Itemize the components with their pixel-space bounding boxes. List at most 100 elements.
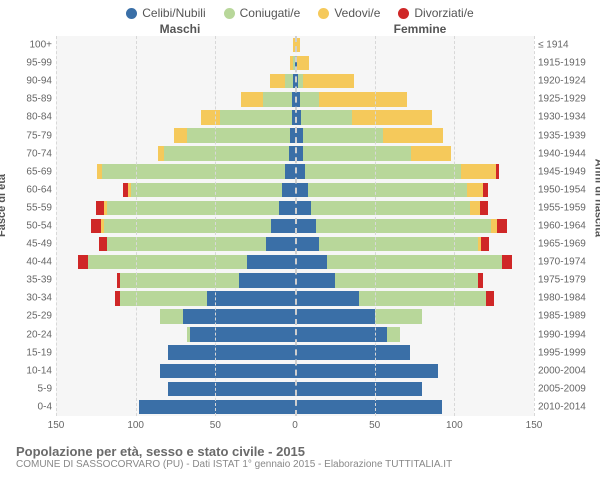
legend-dot <box>398 8 409 19</box>
bar-segment <box>96 201 104 215</box>
age-label: 65-69 <box>26 166 56 177</box>
birth-year-label: 1955-1959 <box>534 202 586 213</box>
age-label: 5-9 <box>38 383 56 394</box>
bar-segment <box>483 183 488 197</box>
bar-segment <box>183 309 295 323</box>
legend-label: Coniugati/e <box>240 6 301 20</box>
age-label: 30-34 <box>26 293 56 304</box>
male-bar <box>270 74 295 88</box>
x-tick-label: 100 <box>127 420 144 431</box>
birth-year-label: 1975-1979 <box>534 275 586 286</box>
bar-segment <box>295 219 316 233</box>
bar-segment <box>352 110 432 124</box>
male-bar <box>241 92 295 106</box>
bar-segment <box>168 382 295 396</box>
y-axis-right-label: Anni di nascita <box>592 159 600 237</box>
female-bar <box>295 309 422 323</box>
bar-segment <box>478 273 483 287</box>
bar-segment <box>164 146 288 160</box>
male-bar <box>174 128 295 142</box>
bar-segment <box>295 382 422 396</box>
female-bar <box>295 146 451 160</box>
female-bar <box>295 237 489 251</box>
legend-dot <box>318 8 329 19</box>
bar-segment <box>301 110 352 124</box>
birth-year-label: 1965-1969 <box>534 239 586 250</box>
bar-segment <box>107 237 266 251</box>
bar-segment <box>295 255 327 269</box>
bar-segment <box>139 400 295 414</box>
bar-segment <box>160 364 295 378</box>
legend-item: Celibi/Nubili <box>126 6 205 20</box>
age-label: 90-94 <box>26 76 56 87</box>
bar-segment <box>467 183 483 197</box>
bar-segment <box>207 291 295 305</box>
bar-segment <box>107 201 279 215</box>
bar-segment <box>99 237 107 251</box>
bar-segment <box>102 164 285 178</box>
age-label: 70-74 <box>26 148 56 159</box>
female-bar <box>295 201 488 215</box>
birth-year-label: 1920-1924 <box>534 76 586 87</box>
male-bar <box>96 201 295 215</box>
gridline <box>375 36 376 416</box>
male-bar <box>78 255 295 269</box>
legend-label: Divorziati/e <box>414 6 473 20</box>
legend: Celibi/Nubili Coniugati/e Vedovi/e Divorzia… <box>0 0 600 22</box>
age-label: 35-39 <box>26 275 56 286</box>
x-tick-label: 0 <box>292 420 298 431</box>
age-label: 75-79 <box>26 130 56 141</box>
bar-segment <box>120 273 239 287</box>
male-bar <box>168 382 295 396</box>
footer: Popolazione per età, sesso e stato civil… <box>0 438 600 470</box>
bar-segment <box>78 255 88 269</box>
gridline <box>215 36 216 416</box>
bar-segment <box>279 201 295 215</box>
age-label: 45-49 <box>26 239 56 250</box>
bar-segment <box>461 164 496 178</box>
birth-year-label: 1985-1989 <box>534 311 586 322</box>
bar-segment <box>201 110 220 124</box>
bar-segment <box>91 219 101 233</box>
legend-item: Vedovi/e <box>318 6 380 20</box>
y-axis-left-label: Fasce di età <box>0 174 8 237</box>
birth-year-label: 1970-1974 <box>534 257 586 268</box>
bar-segment <box>295 273 335 287</box>
male-bar <box>117 273 295 287</box>
female-bar <box>295 183 488 197</box>
bar-segment <box>486 291 494 305</box>
male-bar <box>91 219 295 233</box>
bar-segment <box>295 237 319 251</box>
bar-segment <box>247 255 295 269</box>
male-bar <box>123 183 295 197</box>
bar-segment <box>305 164 461 178</box>
birth-year-label: 1995-1999 <box>534 347 586 358</box>
bar-segment <box>241 92 263 106</box>
gridline <box>534 36 535 416</box>
male-label: Maschi <box>0 22 300 36</box>
male-bar <box>158 146 295 160</box>
bar-segment <box>190 327 295 341</box>
age-label: 50-54 <box>26 221 56 232</box>
bar-segment <box>297 56 310 70</box>
birth-year-label: 1935-1939 <box>534 130 586 141</box>
bar-segment <box>496 164 499 178</box>
x-tick-label: 50 <box>210 420 221 431</box>
male-bar <box>187 327 295 341</box>
male-bar <box>115 291 295 305</box>
male-bar <box>99 237 295 251</box>
bar-segment <box>295 291 359 305</box>
bar-segment <box>187 128 291 142</box>
bar-segment <box>359 291 486 305</box>
female-bar <box>295 400 442 414</box>
bar-segment <box>303 74 354 88</box>
legend-dot <box>224 8 235 19</box>
female-label: Femmine <box>300 22 600 36</box>
female-bar <box>295 164 499 178</box>
bar-segment <box>104 219 271 233</box>
bar-segment <box>481 237 489 251</box>
bar-segment <box>263 92 292 106</box>
bar-segment <box>303 146 411 160</box>
bar-segment <box>502 255 512 269</box>
age-label: 60-64 <box>26 184 56 195</box>
